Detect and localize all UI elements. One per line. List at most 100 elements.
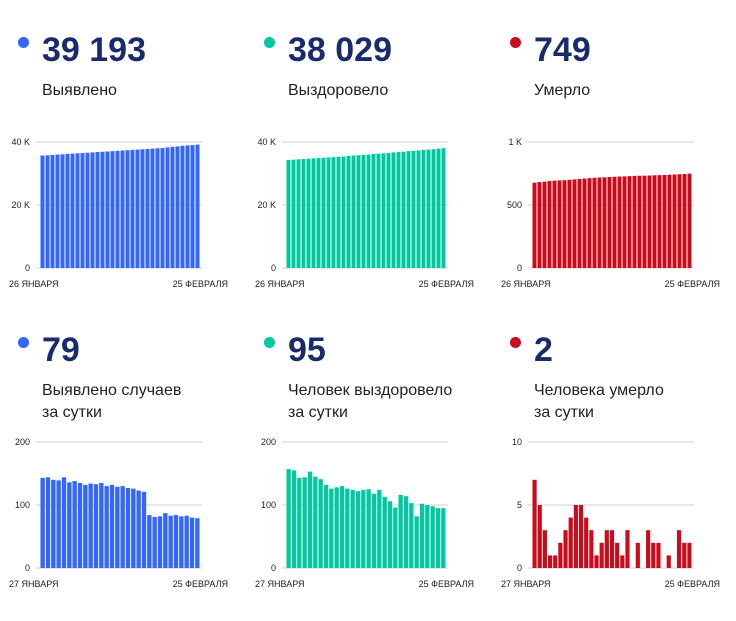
bar xyxy=(355,491,361,568)
x-start-label: 27 ЯНВАРЯ xyxy=(255,579,305,589)
bar xyxy=(141,491,147,568)
bar xyxy=(329,488,334,568)
bar xyxy=(195,144,200,268)
y-tick-label: 20 K xyxy=(257,200,276,210)
bar xyxy=(286,469,291,568)
bar xyxy=(65,153,70,268)
bar xyxy=(173,515,179,568)
total-cases-chart: 0 20 K 40 K 26 ЯНВАРЯ 25 ФЕВРАЛЯ xyxy=(9,137,228,289)
bar xyxy=(620,555,625,568)
bar xyxy=(552,180,557,268)
bar xyxy=(409,503,414,568)
bar xyxy=(604,530,609,568)
bar xyxy=(599,542,604,568)
bar xyxy=(155,148,160,268)
bar xyxy=(45,155,50,268)
total-cases-label: Выявлено xyxy=(42,80,117,102)
label-line: Умерло xyxy=(534,82,591,99)
bar xyxy=(656,542,661,568)
total-deaths-chart: 0 500 1 K 26 ЯНВАРЯ 25 ФЕВРАЛЯ xyxy=(501,137,720,289)
y-tick-label: 200 xyxy=(15,437,30,447)
y-tick-label: 5 xyxy=(517,500,522,510)
y-tick-label: 500 xyxy=(507,200,522,210)
bar xyxy=(77,482,83,568)
bar xyxy=(189,517,195,568)
bar xyxy=(345,488,350,568)
bar xyxy=(130,149,135,268)
bar xyxy=(584,517,589,568)
y-tick-label: 0 xyxy=(25,563,30,573)
bar xyxy=(350,489,355,568)
dot-icon xyxy=(18,37,29,48)
y-tick-label: 10 xyxy=(512,437,522,447)
bar xyxy=(323,484,329,568)
bar xyxy=(411,150,416,268)
bar xyxy=(296,159,301,268)
daily-recovered-label: Человек выздоровело за сутки xyxy=(288,380,452,424)
bar xyxy=(381,153,386,268)
bar xyxy=(339,486,345,568)
panel-daily-recovered: 95 Человек выздоровело за сутки 0 100 200 2… xyxy=(250,300,490,610)
bar xyxy=(334,487,339,568)
panel-total-recovered: 38 029 Выздоровело 0 20 K 40 K 26 ЯНВАРЯ 25 … xyxy=(250,0,490,310)
daily-recovered-value: 95 xyxy=(288,331,326,369)
bar xyxy=(100,151,105,268)
bar xyxy=(99,482,104,568)
bar xyxy=(572,179,577,268)
bar xyxy=(637,175,642,268)
bar xyxy=(647,175,652,268)
total-cases-value: 39 193 xyxy=(42,31,146,69)
panel-total-deaths: 749 Умерло 0 500 1 K 26 ЯНВАРЯ 25 ФЕВРАЛЯ xyxy=(496,0,736,310)
bar xyxy=(168,515,173,568)
bar xyxy=(594,555,599,568)
x-end-label: 25 ФЕВРАЛЯ xyxy=(173,579,228,589)
bar xyxy=(80,153,85,268)
daily-deaths-chart: 0 5 10 27 ЯНВАРЯ 25 ФЕВРАЛЯ xyxy=(501,437,720,589)
bar xyxy=(406,151,411,268)
x-end-label: 25 ФЕВРАЛЯ xyxy=(665,579,720,589)
bar xyxy=(105,151,110,268)
bar xyxy=(391,152,396,268)
bar xyxy=(179,516,184,568)
bar xyxy=(160,147,165,268)
bar xyxy=(592,177,597,268)
bar xyxy=(677,174,682,268)
bar xyxy=(547,555,553,568)
bar xyxy=(377,489,382,568)
bar xyxy=(635,542,640,568)
bar xyxy=(356,155,361,268)
bar xyxy=(441,148,446,268)
bar xyxy=(532,182,537,268)
bar xyxy=(60,154,65,268)
bar xyxy=(382,496,387,568)
bar xyxy=(195,518,200,568)
bar xyxy=(147,515,152,568)
bar xyxy=(547,181,552,268)
bar xyxy=(568,517,573,568)
bar xyxy=(95,152,100,268)
bar xyxy=(609,530,615,568)
bar xyxy=(414,516,419,568)
bar xyxy=(396,152,401,268)
bar xyxy=(537,182,542,268)
bar xyxy=(532,479,537,568)
label-line: Человека умерло xyxy=(534,382,664,399)
bar xyxy=(607,177,612,268)
bar xyxy=(652,175,657,268)
y-tick-label: 40 K xyxy=(257,137,276,147)
bar xyxy=(109,484,115,568)
bar xyxy=(70,153,75,268)
x-end-label: 25 ФЕВРАЛЯ xyxy=(173,279,228,289)
daily-cases-chart: 0 100 200 27 ЯНВАРЯ 25 ФЕВРАЛЯ xyxy=(9,437,228,589)
total-deaths-value: 749 xyxy=(534,31,591,69)
y-tick-label: 20 K xyxy=(11,200,30,210)
bar xyxy=(115,486,120,568)
bar xyxy=(657,175,662,268)
bar xyxy=(72,481,77,568)
bar xyxy=(67,482,72,568)
bar xyxy=(163,513,168,568)
bar xyxy=(667,174,672,268)
total-recovered-label: Выздоровело xyxy=(288,80,388,102)
bar xyxy=(110,151,115,268)
bar xyxy=(125,487,131,568)
